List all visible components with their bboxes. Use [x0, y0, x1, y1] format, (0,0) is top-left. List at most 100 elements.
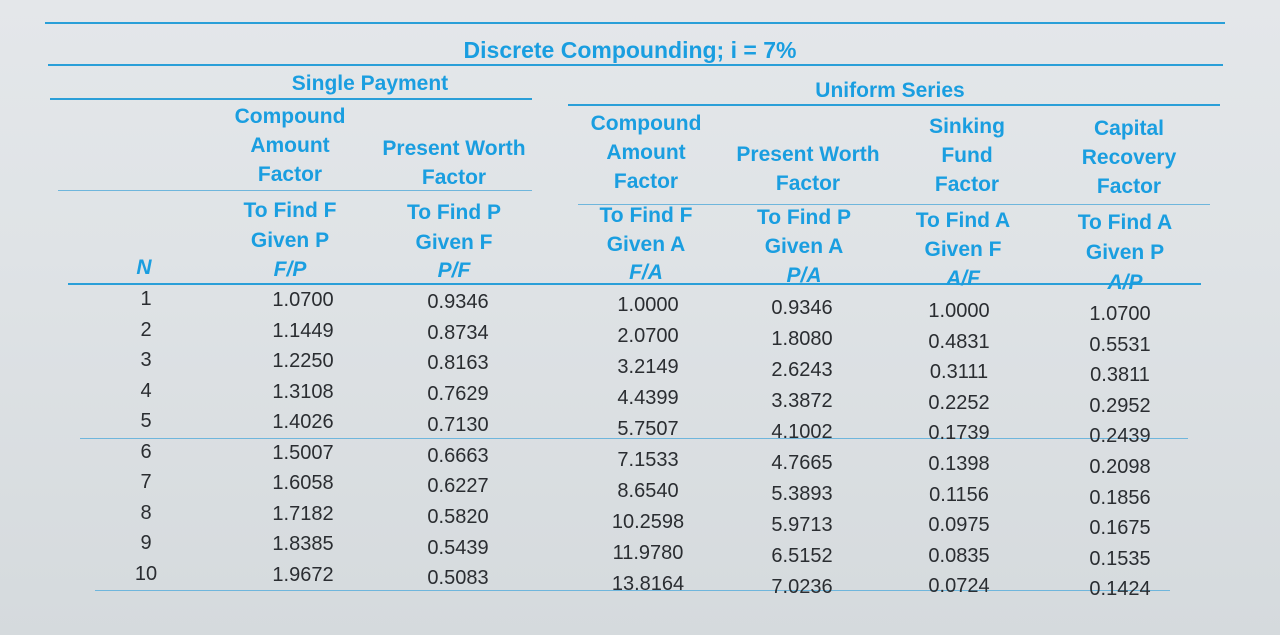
factor-cell-fp: 1.9672	[272, 563, 334, 586]
factor-name-fa: Compound Amount Factor	[590, 112, 702, 193]
notation-pf: P/F	[437, 259, 471, 282]
period-cell: 2	[140, 318, 152, 341]
notation-pa: P/A	[786, 264, 822, 287]
factor-cell-af: 0.2252	[928, 391, 990, 414]
find-pf: To Find P	[406, 201, 502, 224]
factor-cell-fa: 11.9780	[612, 542, 684, 564]
factor-cell-af: 0.0724	[928, 575, 990, 598]
factor-cell-pa: 2.6243	[771, 359, 833, 381]
period-cell: 6	[140, 440, 152, 463]
group-divider-rule	[80, 438, 1188, 439]
period-cell: 4	[140, 379, 152, 402]
factor-cell-af: 0.4831	[928, 330, 990, 353]
factor-cell-af: 0.0975	[928, 514, 990, 537]
notation-af: A/F	[946, 267, 980, 290]
n-column-header: N	[136, 256, 152, 279]
group-uniform-series: Uniform Series	[815, 79, 965, 102]
factor-cell-pf: 0.5820	[427, 505, 489, 528]
factor-cell-pf: 0.8163	[427, 352, 489, 375]
single-payment-rule	[50, 98, 532, 100]
uniform-series-rule	[568, 104, 1220, 106]
factor-cell-ap: 0.3811	[1090, 364, 1150, 387]
single-factor-rule	[58, 190, 532, 191]
period-cell: 10	[134, 562, 158, 585]
factor-cell-fp: 1.5007	[272, 441, 334, 464]
factor-name-pa: Present Worth Factor	[736, 143, 880, 195]
factor-cell-pf: 0.6227	[427, 475, 489, 498]
period-cell: 3	[140, 349, 152, 371]
factor-cell-fp: 1.8385	[272, 533, 334, 555]
factor-cell-pa: 6.5152	[771, 545, 833, 567]
group-single-payment: Single Payment	[291, 72, 449, 95]
factor-cell-fa: 2.0700	[617, 325, 679, 347]
factor-cell-pa: 3.3872	[771, 390, 833, 412]
find-ap: To Find A	[1077, 211, 1173, 234]
factor-cell-fa: 3.2149	[617, 356, 679, 378]
factor-cell-fp: 1.7182	[272, 502, 334, 525]
factor-cell-pf: 0.5083	[427, 567, 489, 590]
factor-cell-fa: 13.8164	[611, 573, 685, 595]
factor-cell-pf: 0.6663	[427, 444, 489, 467]
title-rule	[48, 64, 1223, 66]
factor-cell-fp: 1.2250	[272, 350, 334, 372]
factor-cell-pa: 7.0236	[771, 576, 833, 598]
notation-fa: F/A	[629, 261, 663, 284]
factor-cell-ap: 0.1675	[1089, 517, 1151, 540]
find-fp: To Find F	[243, 199, 337, 222]
factor-cell-pa: 0.9346	[771, 297, 833, 319]
factor-cell-ap: 0.2952	[1089, 394, 1151, 417]
factor-cell-af: 0.1398	[928, 453, 990, 475]
factor-cell-pa: 4.7665	[771, 452, 833, 474]
given-fa: Given A	[606, 233, 686, 256]
factor-cell-fa: 5.7507	[617, 418, 679, 440]
factor-cell-fa: 10.2598	[611, 511, 685, 533]
table-title: Discrete Compounding; i = 7%	[463, 37, 797, 63]
factor-name-af: Sinking Fund Factor	[929, 115, 1005, 196]
factor-cell-pa: 5.9713	[771, 514, 833, 536]
factor-cell-af: 0.1739	[928, 422, 990, 445]
given-af: Given F	[924, 238, 1002, 261]
header-bottom-rule	[68, 283, 1201, 285]
factor-cell-ap: 0.1535	[1089, 547, 1151, 570]
factor-cell-af: 0.0835	[928, 544, 990, 567]
factor-cell-fp: 1.0700	[272, 289, 334, 311]
factor-cell-ap: 0.2439	[1089, 425, 1151, 448]
factor-cell-fp: 1.6058	[272, 472, 334, 494]
factor-name-ap: Capital Recovery Factor	[1081, 117, 1177, 198]
factor-name-fp: Compound Amount Factor	[234, 105, 346, 186]
given-fp: Given P	[250, 229, 330, 252]
given-pf: Given F	[415, 231, 493, 254]
factor-cell-ap: 0.5531	[1089, 333, 1151, 356]
period-cell: 1	[140, 288, 152, 310]
factor-cell-af: 1.0000	[928, 300, 990, 322]
period-cell: 5	[140, 410, 152, 432]
given-ap: Given P	[1085, 241, 1165, 264]
factor-cell-fa: 7.1533	[617, 449, 679, 471]
factor-cell-ap: 0.1856	[1089, 486, 1151, 509]
factor-cell-ap: 0.1424	[1089, 578, 1151, 601]
factor-cell-fa: 1.0000	[617, 294, 679, 316]
factor-cell-pf: 0.8734	[427, 321, 489, 344]
table-bottom-rule	[95, 590, 1170, 591]
factor-cell-fp: 1.1449	[272, 319, 334, 342]
factor-cell-pa: 4.1002	[771, 421, 833, 443]
period-cell: 9	[140, 532, 152, 554]
period-cell: 7	[140, 471, 152, 493]
factor-cell-fa: 4.4399	[617, 387, 679, 409]
factor-cell-ap: 1.0700	[1089, 303, 1151, 325]
uniform-factor-rule	[578, 204, 1210, 205]
factor-cell-pf: 0.7130	[427, 413, 489, 436]
factor-cell-af: 0.1156	[929, 483, 989, 506]
factor-cell-pa: 1.8080	[771, 328, 833, 350]
factor-name-pf: Present Worth Factor	[382, 137, 526, 189]
factor-cell-fp: 1.4026	[272, 411, 334, 433]
factor-cell-pf: 0.7629	[427, 383, 489, 406]
notation-ap: A/P	[1107, 271, 1143, 294]
factor-cell-pa: 5.3893	[771, 483, 833, 505]
factor-cell-fa: 8.6540	[617, 480, 679, 502]
top-rule	[45, 22, 1225, 24]
find-af: To Find A	[915, 209, 1011, 232]
factor-cell-af: 0.3111	[929, 361, 989, 384]
factor-cell-pf: 0.9346	[427, 291, 489, 313]
